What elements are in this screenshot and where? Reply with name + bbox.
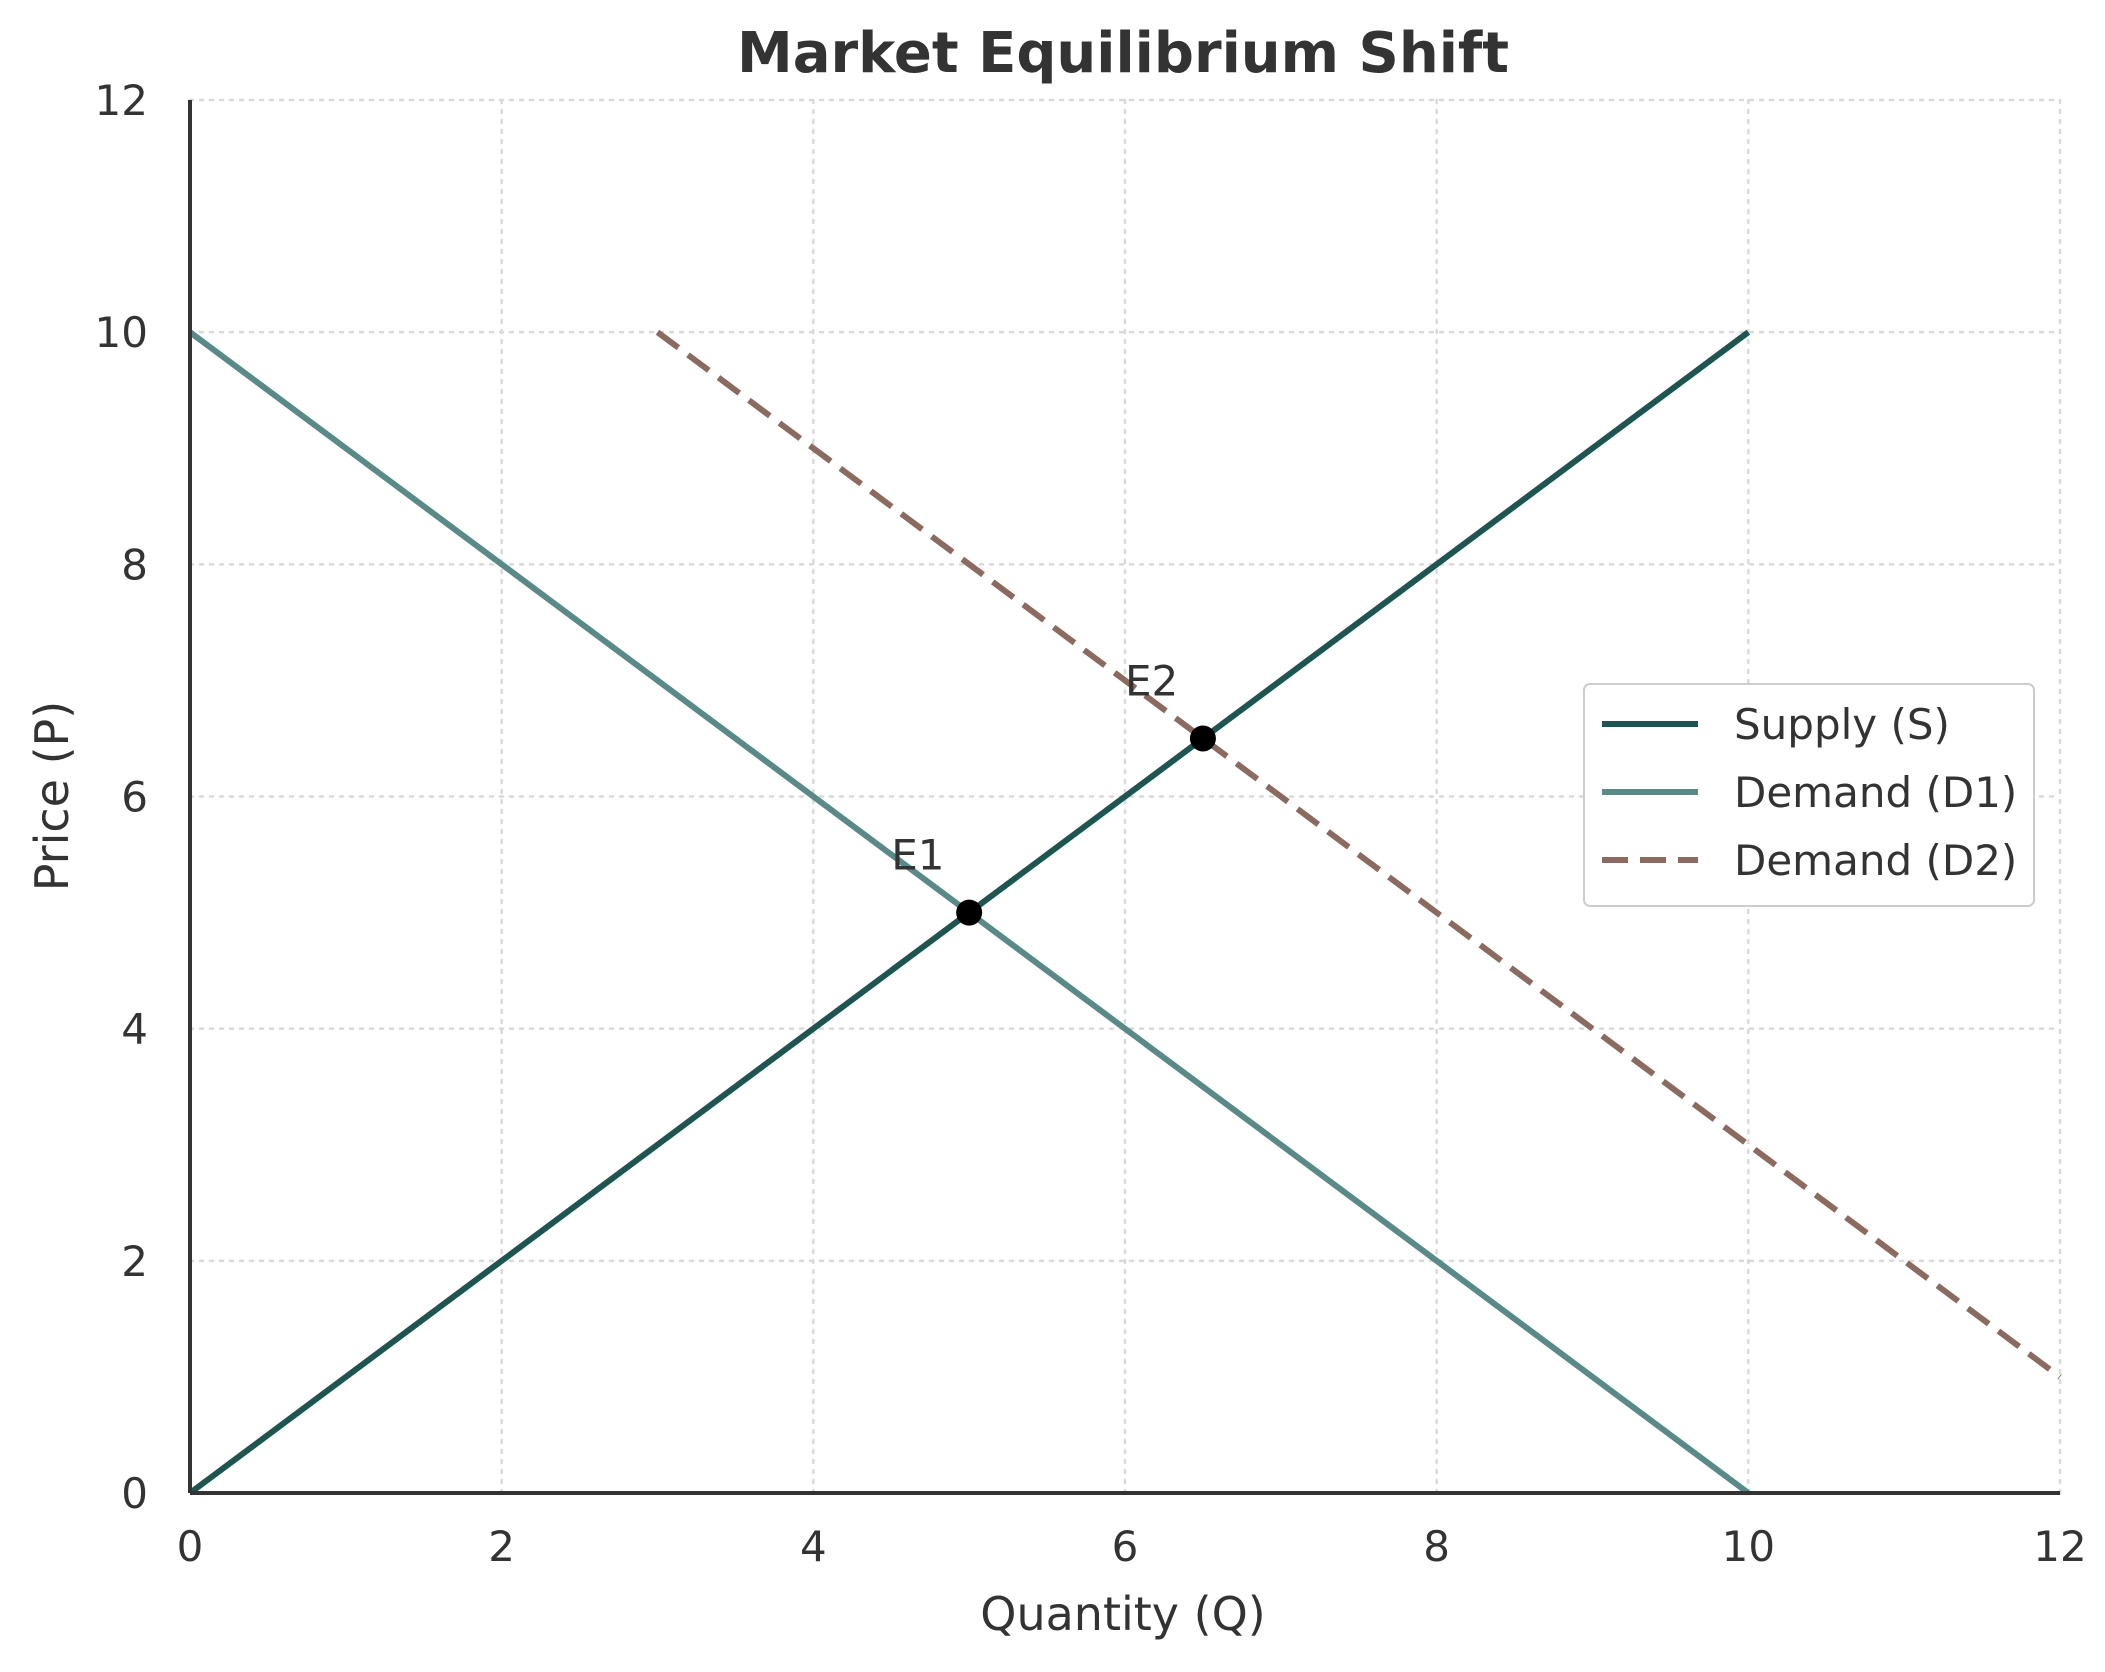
axes-layer — [188, 100, 2060, 1495]
labels-layer: 0 2 4 6 8 10 12 0 2 4 6 8 10 12 E1 E2 — [95, 76, 2087, 1571]
legend-label-demand-d2: Demand (D2) — [1734, 836, 2017, 885]
legend: Supply (S) Demand (D1) Demand (D2) — [1583, 683, 2035, 907]
equilibrium-point-e2 — [1189, 725, 1216, 752]
x-tick-label: 12 — [2033, 1522, 2086, 1571]
x-tick-label: 4 — [800, 1522, 827, 1571]
y-tick-label: 0 — [121, 1469, 148, 1518]
x-axis-label: Quantity (Q) — [980, 1587, 1266, 1641]
y-tick-label: 6 — [121, 773, 148, 822]
points-layer — [956, 725, 1216, 926]
series-line-demand-d2 — [655, 329, 2062, 1380]
legend-box — [1583, 683, 2035, 907]
x-tick-label: 0 — [177, 1522, 204, 1571]
y-tick-label: 2 — [121, 1237, 148, 1286]
y-axis-label: Price (P) — [25, 701, 79, 891]
x-tick-label: 8 — [1423, 1522, 1450, 1571]
annotation-label-e2: E2 — [1125, 656, 1178, 705]
legend-label-supply-s: Supply (S) — [1734, 700, 1950, 749]
y-tick-label: 12 — [95, 76, 148, 125]
x-tick-label: 6 — [1112, 1522, 1139, 1571]
x-tick-label: 10 — [1722, 1522, 1775, 1571]
chart-title: Market Equilibrium Shift — [737, 21, 1509, 86]
annotation-label-e1: E1 — [891, 831, 944, 880]
legend-items: Supply (S) Demand (D1) Demand (D2) — [1602, 700, 2017, 885]
y-tick-label: 8 — [121, 540, 148, 589]
equilibrium-point-e1 — [956, 899, 983, 926]
legend-label-demand-d1: Demand (D1) — [1734, 768, 2017, 817]
y-tick-label: 10 — [95, 308, 148, 357]
y-tick-label: 4 — [121, 1005, 148, 1054]
x-tick-label: 2 — [488, 1522, 515, 1571]
